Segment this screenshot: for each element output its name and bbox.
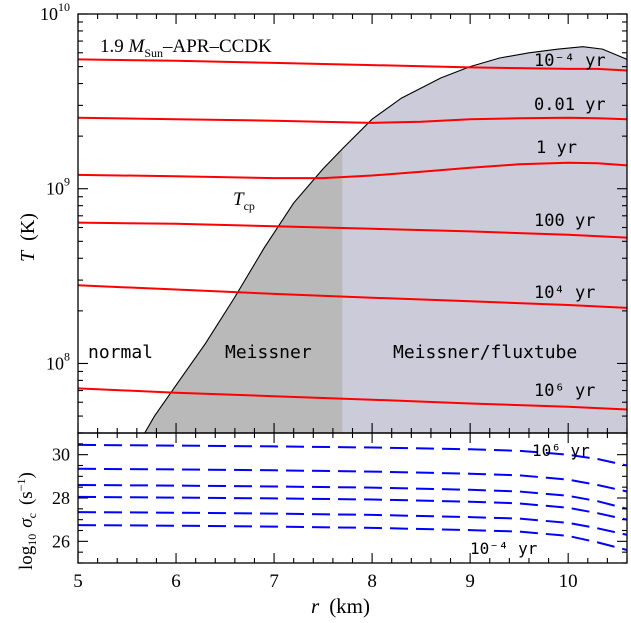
tcp-curve (144, 46, 627, 433)
x-tick-label: 7 (269, 571, 279, 592)
bottom-label-1e-4-yr: 10⁻⁴ yr (470, 539, 538, 558)
top-panel: 108 109 1010 1.9 MSun–APR–CCDK normal Meis… (17, 0, 628, 434)
x-axis: 5 6 7 8 9 10 (73, 433, 628, 592)
sigma-line-0 (78, 443, 627, 467)
bottom-panel: 26 28 30 5 6 7 8 9 10 10⁶ yr 10⁻⁴ yr log10σc(s−… (14, 432, 628, 618)
top-y-axis-label: T(K) (17, 213, 39, 262)
temperature-line-5 (78, 387, 627, 411)
chart-title: 1.9 MSun–APR–CCDK (100, 36, 272, 60)
series-label-100-yr: 100 yr (534, 211, 595, 231)
region-label-normal: normal (88, 342, 153, 363)
series-label-1-yr: 1 yr (536, 138, 577, 158)
x-tick-label: 5 (73, 571, 83, 592)
y-tick-label: 109 (46, 175, 70, 199)
temperature-line-4 (78, 284, 627, 309)
region-fluxtube-fill (342, 46, 627, 433)
series-label-1e-4-yr: 10⁻⁴ yr (534, 51, 606, 71)
sigma-line-1 (78, 467, 627, 493)
region-label-meissner: Meissner (225, 342, 312, 363)
series-label-1e4-yr: 10⁴ yr (534, 283, 595, 303)
region-label-meissner-fluxtube: Meissner/fluxtube (393, 342, 577, 363)
y-tick-label: 108 (46, 349, 70, 373)
top-x-ticks (77, 14, 628, 433)
top-y-axis: 108 109 1010 (40, 0, 627, 434)
series-label-1e6-yr: 10⁶ yr (534, 381, 595, 401)
x-axis-label: r (km) (311, 594, 370, 618)
temperature-line-0 (78, 58, 627, 72)
temperature-line-1 (78, 116, 627, 124)
x-tick-label: 9 (465, 571, 475, 592)
bottom-y-tick-label: 30 (52, 445, 70, 465)
tcp-label: Tcp (233, 189, 255, 213)
sigma-profiles (78, 443, 627, 551)
series-label-0.01-yr: 0.01 yr (534, 95, 606, 115)
temperature-line-2 (78, 161, 627, 180)
x-tick-label: 8 (367, 571, 377, 592)
bottom-y-axis: 26 28 30 (52, 432, 627, 564)
bottom-y-axis-label: log10σc(s−1) (14, 472, 39, 570)
sigma-line-4 (78, 511, 627, 536)
x-tick-label: 10 (559, 571, 578, 592)
bottom-y-tick-label: 28 (52, 488, 70, 508)
temperature-line-3 (78, 221, 627, 239)
sigma-line-3 (78, 495, 627, 521)
sigma-line-5 (78, 524, 627, 551)
sigma-line-2 (78, 484, 627, 510)
x-tick-label: 6 (171, 571, 181, 592)
bottom-y-tick-label: 26 (52, 531, 70, 551)
bottom-label-1e6-yr: 10⁶ yr (532, 441, 590, 460)
y-tick-label: 1010 (40, 0, 70, 24)
temperature-profiles (78, 58, 627, 411)
